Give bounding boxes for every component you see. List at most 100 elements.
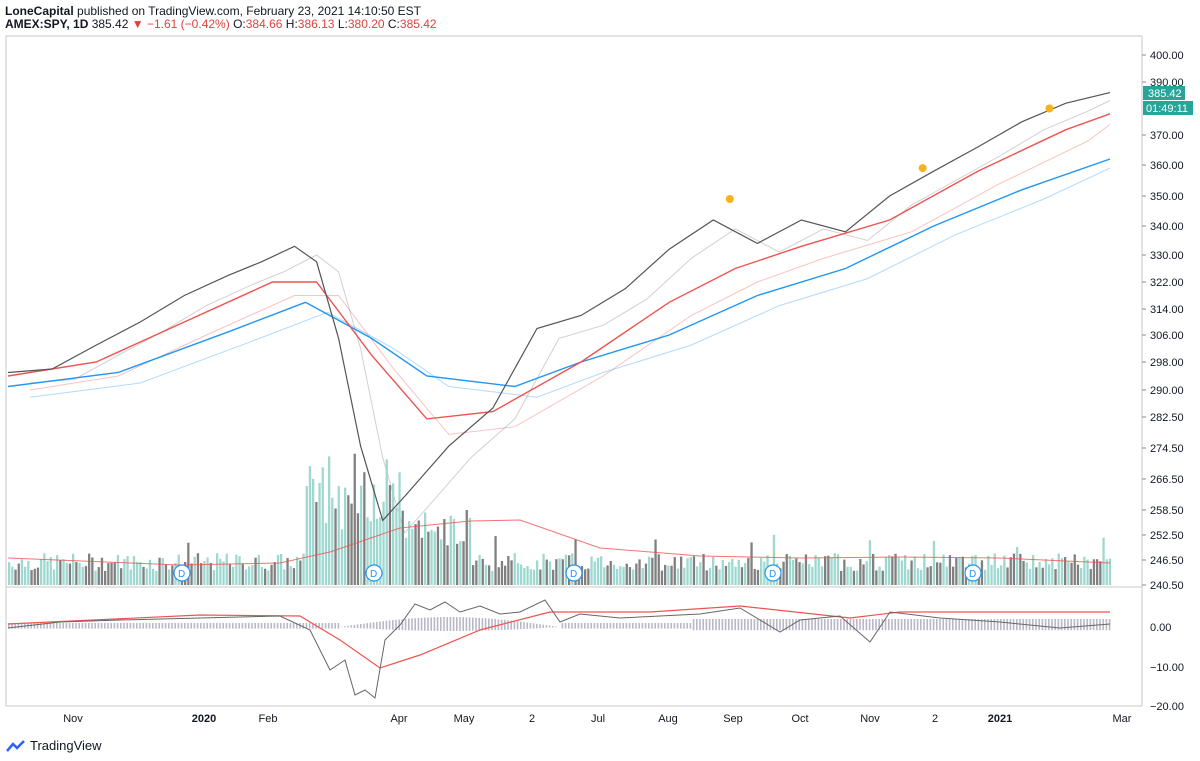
macd-hist-bar [785,619,788,631]
macd-hist-bar [456,617,458,632]
macd-hist-bar [564,623,567,629]
volume-bar [763,561,766,585]
volume-bar [1073,554,1076,585]
macd-hist-bar [670,623,672,629]
volume-bar [923,554,926,585]
macd-hist-bar [804,619,807,631]
macd-hist-bar [379,621,381,630]
price-tick-label: 282.50 [1150,412,1184,424]
close-label: C: [387,17,400,31]
volume-bar [420,537,424,585]
macd-hist-bar [686,623,688,629]
macd-hist-bar [769,619,772,631]
macd-hist-bar [33,623,36,629]
macd-hist-bar [737,619,740,631]
volume-bar [305,486,308,585]
macd-hist-bar [1044,619,1047,631]
volume-bar [1016,547,1019,585]
volume-bar [401,510,404,585]
volume-bar [856,570,859,585]
high-value: 386.13 [297,17,335,31]
macd-hist-bar [385,620,388,630]
macd-hist-bar [1003,619,1005,631]
time-tick-label: May [454,713,475,725]
macd-hist-bar [664,623,666,629]
macd-hist-bar [648,623,650,629]
volume-bar [1025,562,1028,585]
volume-bar [248,566,251,585]
macd-hist-bar [868,619,871,631]
volume-bar [750,542,753,585]
macd-hist-bar [1086,619,1088,631]
volume-bar [689,557,692,585]
volume-bar [891,556,894,585]
macd-hist-bar [955,619,957,631]
macd-hist-bar [100,623,103,629]
macd-hist-bar [286,623,288,629]
macd-hist-bar [507,620,509,630]
macd-hist-bar [219,623,221,629]
time-tick-label: Oct [791,713,808,725]
volume-bar [321,467,324,585]
volume-bar [792,560,795,585]
macd-hist-bar [596,623,599,629]
price-line [7,92,1111,522]
macd-hist-bar [683,623,685,629]
down-arrow-icon: ▼ [131,17,144,31]
volume-bar [388,485,392,585]
volume-bar [84,566,88,585]
macd-hist-bar [843,619,845,631]
macd-line [7,599,1111,699]
volume-bar [1070,562,1073,585]
volume-bar [1083,556,1086,585]
macd-hist-bar [689,623,692,629]
volume-bar [846,566,849,585]
macd-hist-bar [452,617,455,631]
volume-bar [363,472,366,585]
volume-bar [1051,558,1054,585]
volume-bar [676,568,680,585]
volume-bar [136,562,139,585]
macd-hist-bar [283,623,285,629]
macd-hist-bar [609,623,612,629]
volume-bar [596,557,600,585]
macd-hist-bar [635,623,637,629]
macd-hist-bar [1035,619,1037,631]
volume-bar [219,558,222,585]
volume-bar [814,555,817,585]
macd-hist-bar [603,623,605,629]
volume-bar [734,566,737,585]
volume-bar [619,566,622,585]
volume-bar [516,563,520,585]
volume-bar [385,459,388,585]
volume-bar [56,555,59,585]
volume-bar [366,517,369,585]
volume-bar [664,564,667,585]
macd-hist-bar [331,623,333,629]
volume-bar [46,561,49,585]
macd-hist-bar [702,619,704,631]
macd-hist-bar [401,619,404,631]
dividend-marker [565,564,583,582]
macd-hist-bar [238,623,240,629]
plot-frame [5,35,1143,707]
time-tick-label: 2020 [192,713,216,725]
volume-bar [939,562,942,585]
macd-hist-bar [193,623,196,629]
macd-hist-bar [56,623,58,629]
volume-bar [900,560,904,585]
macd-hist-bar [49,623,52,629]
volume-bar [324,523,328,585]
volume-bar [641,568,644,585]
volume-bar [344,487,347,585]
low-label: L: [337,17,348,31]
volume-bar [936,562,939,585]
macd-hist-bar [523,622,525,629]
macd-hist-bar [75,623,77,629]
volume-bar [232,566,235,585]
tradingview-footer[interactable]: TradingView [6,738,102,753]
tradingview-logo-icon [6,739,25,752]
volume-bar [116,554,120,585]
macd-hist-bar [942,619,944,631]
